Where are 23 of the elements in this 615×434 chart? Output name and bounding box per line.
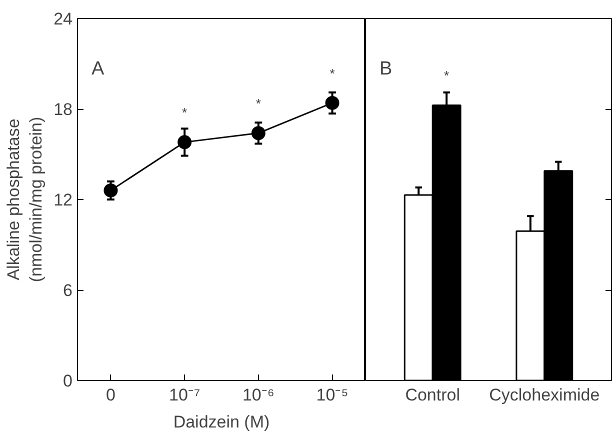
y-tick-label: 6 (63, 281, 73, 300)
y-tick-label: 0 (63, 372, 73, 390)
annotation: * (256, 96, 261, 112)
x-tick-label: Control (405, 386, 460, 404)
x-tick-label: 10⁻⁶ (242, 386, 274, 404)
x-tick-label: Cycloheximide (489, 386, 600, 404)
point (104, 183, 118, 198)
annotation: B (380, 58, 392, 80)
point (178, 135, 192, 150)
y-tick-label: 24 (54, 10, 73, 28)
point (325, 96, 340, 110)
x-axis-title: Daidzein (M) (173, 412, 270, 432)
x-tick-label: 0 (106, 386, 116, 404)
point (251, 126, 266, 140)
annotation: * (182, 105, 188, 120)
x-tick-label: 10⁻⁷ (169, 386, 200, 404)
y-tick-label: 18 (54, 100, 73, 119)
y-tick-label: 12 (54, 190, 73, 210)
annotation: A (92, 58, 104, 80)
annotation: * (330, 66, 335, 81)
x-tick-label: 10⁻⁵ (316, 386, 348, 404)
y-axis-title: Alkaline phosphatase (nmol/min/mg protein) (4, 116, 46, 282)
annotation: * (444, 68, 450, 84)
